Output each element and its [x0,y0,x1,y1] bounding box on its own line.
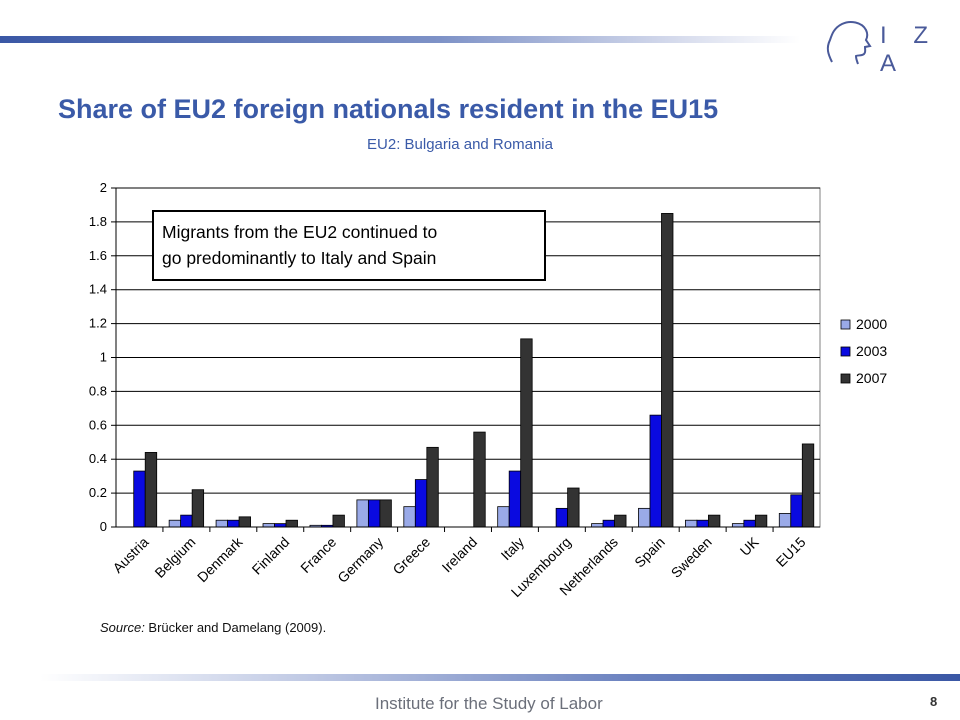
bar-2003 [743,519,756,528]
bar-2007 [285,519,298,528]
legend-swatch-2007 [840,373,851,384]
bar-2003 [274,523,287,528]
bar-2007 [332,514,345,528]
x-tick-label: Ireland [439,534,481,576]
bar-2003 [414,479,428,528]
page-number: 8 [930,694,938,709]
x-tick-label: Greece [389,534,433,578]
bar-2003 [508,470,522,528]
bar-2003 [133,470,146,528]
annotation-box: Migrants from the EU2 continued to go pr… [152,210,546,281]
legend-swatch-2003 [840,346,851,357]
footer-institute: Institute for the Study of Labor [375,694,603,713]
bar-2003 [696,519,709,528]
bar-2007 [614,514,627,528]
bar-2000 [403,506,416,528]
x-tick-label: Denmark [194,533,246,585]
top-accent-bar [0,36,800,43]
y-tick-label: 1.4 [89,282,107,297]
bar-2003 [602,519,615,528]
bar-2007 [567,487,580,528]
bar-2003 [555,507,569,528]
bar-2003 [790,494,803,528]
bar-2007 [473,431,486,528]
x-tick-label: Austria [109,534,151,576]
x-tick-label: Sweden [668,534,715,581]
bar-2007 [754,514,768,528]
bar-2003 [367,499,381,528]
bottom-accent-bar [40,674,960,681]
y-tick-label: 1 [100,350,107,365]
legend-swatch-2000 [840,319,851,330]
bar-2000 [497,506,510,528]
bar-2000 [731,523,745,528]
legend-label-2007: 2007 [856,370,887,386]
bar-2007 [708,514,721,528]
bar-2000 [262,523,275,528]
bar-2003 [180,514,193,528]
bar-2007 [191,489,205,528]
y-tick-label: 2 [100,180,107,195]
page-subtitle: EU2: Bulgaria and Romania [367,136,553,153]
y-tick-label: 1.6 [89,248,107,263]
bar-2000 [591,523,604,528]
bar-2000 [638,507,651,528]
y-tick-label: 0.8 [89,383,107,398]
x-tick-label: UK [737,533,763,559]
x-tick-label: Belgium [151,534,198,581]
logo-text: I Z A [880,22,938,77]
x-tick-label: Finland [249,534,293,578]
bar-2007 [426,446,439,528]
legend-label-2000: 2000 [856,316,887,332]
legend-label-2003: 2003 [856,343,887,359]
bar-2007 [520,338,533,528]
bar-2007 [661,213,674,528]
y-tick-label: 0 [100,519,107,534]
bar-2007 [801,443,815,528]
bar-2003 [649,414,662,528]
bar-2000 [778,513,792,528]
y-tick-label: 0.4 [89,451,107,466]
source-note: Source: Brücker and Damelang (2009). [100,620,326,635]
bar-2007 [379,499,392,528]
bar-2007 [238,516,251,528]
bar-2000 [215,519,228,528]
x-tick-label: Italy [498,534,527,563]
source-text: Brücker and Damelang (2009). [144,620,327,635]
y-tick-label: 0.2 [89,485,107,500]
bar-2007 [144,452,158,528]
bar-2000 [685,519,698,528]
x-tick-label: France [297,534,339,576]
bar-2000 [168,519,182,528]
y-tick-label: 0.6 [89,417,107,432]
x-tick-label: Spain [631,534,668,571]
bar-2003 [227,519,240,528]
source-prefix: Source: [100,620,145,635]
head-profile-icon [826,21,872,65]
iza-logo [826,21,872,65]
y-tick-label: 1.2 [89,316,107,331]
y-tick-label: 1.8 [89,214,107,229]
x-tick-label: Germany [334,534,386,586]
bar-2000 [356,499,369,528]
page-title: Share of EU2 foreign nationals resident … [58,94,719,124]
x-tick-label: EU15 [773,534,809,570]
